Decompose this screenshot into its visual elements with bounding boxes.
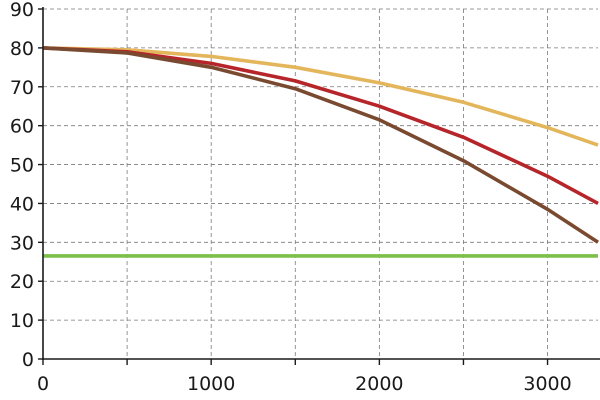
- y-tick-label: 80: [10, 38, 34, 60]
- y-tick-label: 20: [10, 271, 34, 293]
- series-line-3: [42, 46, 599, 244]
- series-lines: [42, 46, 599, 258]
- y-tick-label: 70: [10, 77, 34, 99]
- y-tick-label: 30: [10, 232, 34, 254]
- x-tick-label: 3000: [523, 373, 571, 395]
- y-tick-label: 90: [10, 0, 34, 21]
- series-line-1: [42, 46, 599, 147]
- y-tick-label: 50: [10, 155, 34, 177]
- y-tick-label: 0: [22, 349, 34, 371]
- axes: [38, 7, 600, 365]
- x-tick-label: 0: [37, 373, 49, 395]
- x-tick-label: 2000: [355, 373, 403, 395]
- x-tick-label: 1000: [187, 373, 235, 395]
- y-tick-label: 40: [10, 193, 34, 215]
- y-tick-label: 60: [10, 116, 34, 138]
- grid: [43, 8, 598, 359]
- y-tick-label: 10: [10, 310, 34, 332]
- tick-labels: 0 10 20 30 40 50 60 70 80 90 0 1000 2000 3000: [10, 0, 572, 395]
